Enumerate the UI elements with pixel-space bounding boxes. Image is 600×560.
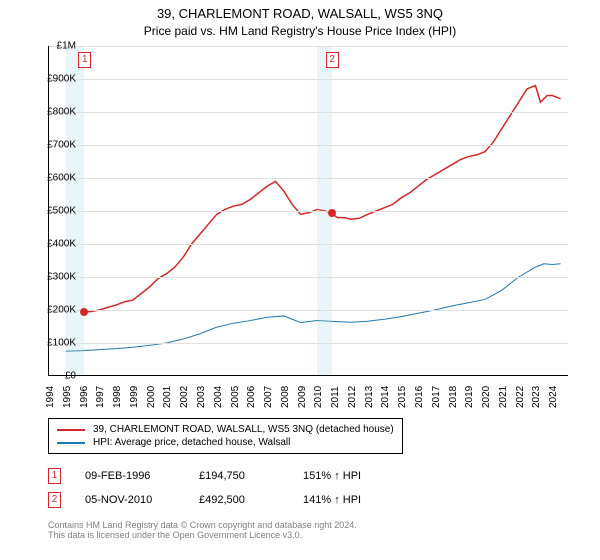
x-axis-label: 2006 [246, 386, 257, 408]
x-axis-label: 2016 [414, 386, 425, 408]
x-axis-label: 2004 [213, 386, 224, 408]
legend: 39, CHARLEMONT ROAD, WALSALL, WS5 3NQ (d… [48, 418, 403, 454]
chart-title: 39, CHARLEMONT ROAD, WALSALL, WS5 3NQ [0, 6, 600, 21]
sale-pct: 151% ↑ HPI [303, 470, 393, 482]
sale-row: 1 09-FEB-1996 £194,750 151% ↑ HPI [48, 464, 393, 488]
sales-table: 1 09-FEB-1996 £194,750 151% ↑ HPI 2 05-NOV-20… [48, 464, 393, 512]
sale-point [328, 209, 336, 217]
y-axis-label: £700K [36, 140, 76, 151]
sale-number-badge: 1 [48, 468, 61, 484]
sale-date: 09-FEB-1996 [85, 470, 175, 482]
x-axis-label: 1999 [129, 386, 140, 408]
sale-marker: 2 [326, 52, 339, 68]
footer-line-1: Contains HM Land Registry data © Crown c… [48, 520, 357, 530]
y-axis-label: £400K [36, 239, 76, 250]
sale-price: £194,750 [199, 470, 279, 482]
y-axis-label: £200K [36, 305, 76, 316]
gridline [49, 178, 568, 179]
x-axis-label: 2000 [146, 386, 157, 408]
x-axis-label: 2003 [196, 386, 207, 408]
x-axis-label: 2001 [162, 386, 173, 408]
x-axis-label: 2022 [515, 386, 526, 408]
gridline [49, 244, 568, 245]
x-axis-label: 2024 [548, 386, 559, 408]
sale-date: 05-NOV-2010 [85, 494, 175, 506]
y-axis-label: £500K [36, 206, 76, 217]
y-axis-label: £0 [36, 371, 76, 382]
gridline [49, 343, 568, 344]
title-block: 39, CHARLEMONT ROAD, WALSALL, WS5 3NQ Pr… [0, 0, 600, 38]
chart-container: 39, CHARLEMONT ROAD, WALSALL, WS5 3NQ Pr… [0, 0, 600, 560]
x-axis-label: 1998 [112, 386, 123, 408]
legend-label: 39, CHARLEMONT ROAD, WALSALL, WS5 3NQ (d… [93, 424, 394, 435]
x-axis-label: 2012 [347, 386, 358, 408]
sale-row: 2 05-NOV-2010 £492,500 141% ↑ HPI [48, 488, 393, 512]
sale-price: £492,500 [199, 494, 279, 506]
gridline [49, 211, 568, 212]
x-axis-label: 1996 [79, 386, 90, 408]
gridline [49, 145, 568, 146]
sale-pct: 141% ↑ HPI [303, 494, 393, 506]
y-axis-label: £100K [36, 338, 76, 349]
gridline [49, 310, 568, 311]
x-axis-label: 2014 [380, 386, 391, 408]
sale-marker: 1 [78, 52, 91, 68]
x-axis-label: 2002 [179, 386, 190, 408]
gridline [49, 112, 568, 113]
legend-item: HPI: Average price, detached house, Wals… [57, 436, 394, 449]
x-axis-label: 2013 [364, 386, 375, 408]
x-axis-label: 2019 [464, 386, 475, 408]
plot-area: 12 [48, 46, 568, 376]
gridline [49, 277, 568, 278]
x-axis-label: 2023 [531, 386, 542, 408]
x-axis-label: 2009 [297, 386, 308, 408]
gridline [49, 79, 568, 80]
legend-label: HPI: Average price, detached house, Wals… [93, 437, 290, 448]
gridline [49, 46, 568, 47]
x-axis-label: 2018 [448, 386, 459, 408]
y-axis-label: £1M [36, 41, 76, 52]
y-axis-label: £300K [36, 272, 76, 283]
legend-item: 39, CHARLEMONT ROAD, WALSALL, WS5 3NQ (d… [57, 423, 394, 436]
x-axis-label: 1997 [95, 386, 106, 408]
x-axis-label: 2010 [313, 386, 324, 408]
x-axis-label: 2007 [263, 386, 274, 408]
sale-number-badge: 2 [48, 492, 61, 508]
legend-swatch [57, 429, 85, 431]
x-axis-label: 2017 [431, 386, 442, 408]
legend-swatch [57, 442, 85, 444]
x-axis-label: 2008 [280, 386, 291, 408]
x-axis-label: 2020 [481, 386, 492, 408]
x-axis-label: 2021 [498, 386, 509, 408]
x-axis-label: 2015 [397, 386, 408, 408]
y-axis-label: £600K [36, 173, 76, 184]
x-axis-label: 2011 [330, 386, 341, 408]
x-axis-label: 2005 [230, 386, 241, 408]
footer: Contains HM Land Registry data © Crown c… [48, 520, 357, 540]
chart-subtitle: Price paid vs. HM Land Registry's House … [0, 24, 600, 38]
footer-line-2: This data is licensed under the Open Gov… [48, 530, 357, 540]
sale-point [80, 308, 88, 316]
y-axis-label: £900K [36, 74, 76, 85]
x-axis-label: 1995 [62, 386, 73, 408]
y-axis-label: £800K [36, 107, 76, 118]
x-axis-label: 1994 [45, 386, 56, 408]
